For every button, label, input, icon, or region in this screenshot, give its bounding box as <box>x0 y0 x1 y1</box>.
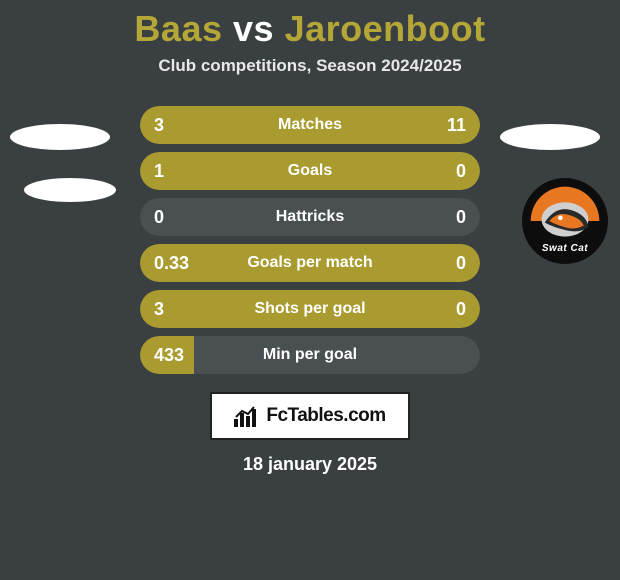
stat-value-left: 3 <box>154 299 202 320</box>
stat-label: Min per goal <box>202 346 418 364</box>
stat-label: Shots per goal <box>202 300 418 318</box>
brand-text: FcTables.com <box>266 405 385 427</box>
stat-value-right: 0 <box>418 253 466 274</box>
stat-label: Goals per match <box>202 254 418 272</box>
player-left-name: Baas <box>134 8 222 49</box>
stat-label: Hattricks <box>202 208 418 226</box>
stat-value-left: 1 <box>154 161 202 182</box>
club-badge-right: Swat Cat <box>522 178 608 264</box>
date-text: 18 january 2025 <box>0 454 620 475</box>
stat-value-left: 3 <box>154 115 202 136</box>
stat-value-right: 0 <box>418 161 466 182</box>
stat-bar: 433Min per goal <box>140 336 480 374</box>
player-right-name: Jaroenboot <box>285 8 486 49</box>
stat-value-right: 0 <box>418 299 466 320</box>
stat-label: Goals <box>202 162 418 180</box>
comparison-title: Baas vs Jaroenboot <box>0 0 620 50</box>
stat-bar: 0Hattricks0 <box>140 198 480 236</box>
stat-label: Matches <box>202 116 418 134</box>
subtitle: Club competitions, Season 2024/2025 <box>0 56 620 76</box>
stat-value-left: 433 <box>154 345 202 366</box>
stat-bar: 3Shots per goal0 <box>140 290 480 328</box>
club-badge-label: Swat Cat <box>522 243 608 254</box>
brand-box: FcTables.com <box>210 392 410 440</box>
team-placeholder-left-1 <box>10 124 110 150</box>
stat-bar: 3Matches11 <box>140 106 480 144</box>
team-placeholder-left-2 <box>24 178 116 202</box>
stat-value-right: 11 <box>418 115 466 136</box>
stat-bar: 1Goals0 <box>140 152 480 190</box>
stat-bar: 0.33Goals per match0 <box>140 244 480 282</box>
stat-value-left: 0.33 <box>154 253 202 274</box>
stat-value-right: 0 <box>418 207 466 228</box>
stat-value-left: 0 <box>154 207 202 228</box>
vs-separator: vs <box>233 8 274 49</box>
brand-bars-icon <box>234 405 260 427</box>
team-placeholder-right-1 <box>500 124 600 150</box>
